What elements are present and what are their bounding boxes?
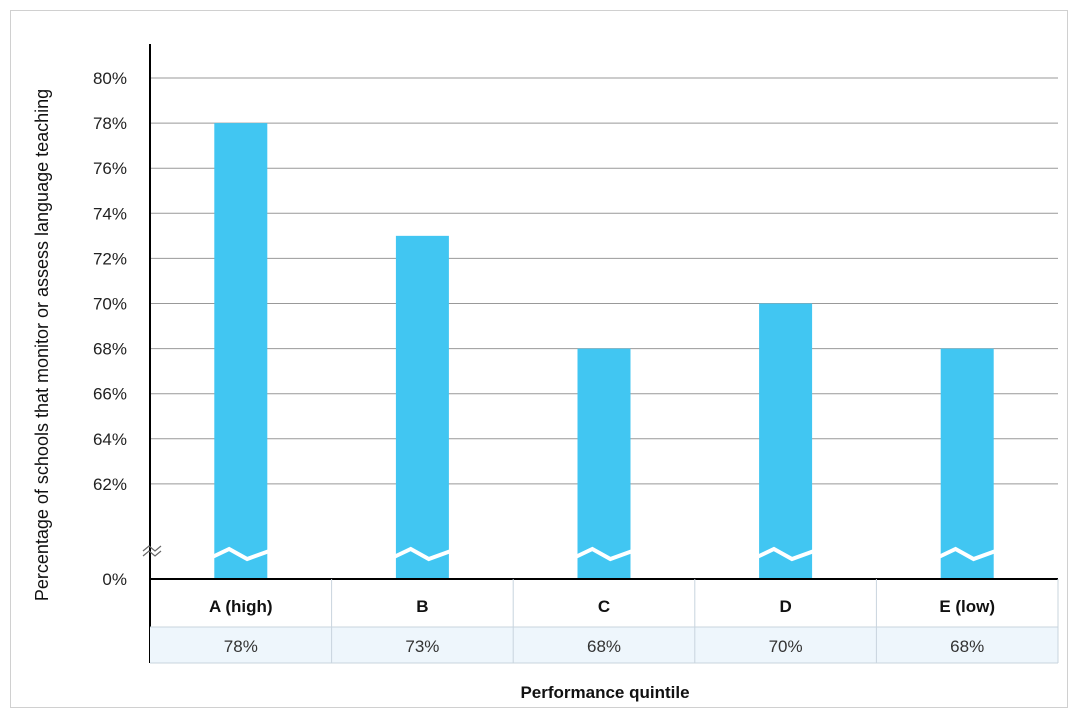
category-label: A (high) (209, 597, 273, 616)
y-tick-label: 64% (93, 430, 127, 449)
y-tick-label: 74% (93, 204, 127, 223)
gridlines (150, 77, 1058, 485)
bar (214, 123, 268, 579)
bar (577, 348, 631, 579)
y-tick-label: 78% (93, 114, 127, 133)
bar (940, 348, 994, 579)
y-tick-label: 62% (93, 475, 127, 494)
y-tick-label: 0% (102, 570, 127, 589)
y-tick-label: 70% (93, 295, 127, 314)
y-tick-label: 66% (93, 385, 127, 404)
bar-break-mark (937, 546, 997, 562)
value-label: 68% (587, 637, 621, 656)
bar (395, 235, 449, 579)
y-axis-break-mark (142, 545, 162, 552)
bar (759, 303, 813, 579)
y-tick-labels: 0% 62% 64% 66% 68% 70% 72% 74% 76% 78% 80% (93, 69, 127, 589)
y-tick-label: 68% (93, 340, 127, 359)
category-label: D (779, 597, 791, 616)
value-label: 70% (769, 637, 803, 656)
x-axis-title: Performance quintile (520, 683, 689, 702)
bar-break-mark (211, 546, 270, 562)
category-label: B (416, 597, 428, 616)
bar-break-mark (393, 546, 452, 562)
y-axis-break-mark (142, 550, 162, 557)
axes (142, 44, 1058, 663)
bar-break-mark (574, 546, 634, 562)
y-tick-label: 72% (93, 249, 127, 268)
category-table: A (high) 78% B 73% C 68% D 70% E (low) 68% (150, 579, 1059, 664)
y-axis-title: Percentage of schools that monitor or as… (32, 89, 52, 601)
category-label: E (low) (939, 597, 995, 616)
category-label: C (598, 597, 610, 616)
value-label: 78% (224, 637, 258, 656)
value-label: 73% (405, 637, 439, 656)
chart-frame (10, 10, 1068, 708)
bars (214, 123, 994, 579)
bar-breaks (211, 546, 997, 562)
bar-break-mark (756, 546, 815, 562)
value-row-background (150, 627, 1058, 663)
y-tick-label: 76% (93, 159, 127, 178)
value-label: 68% (950, 637, 984, 656)
y-tick-label: 80% (93, 69, 127, 88)
